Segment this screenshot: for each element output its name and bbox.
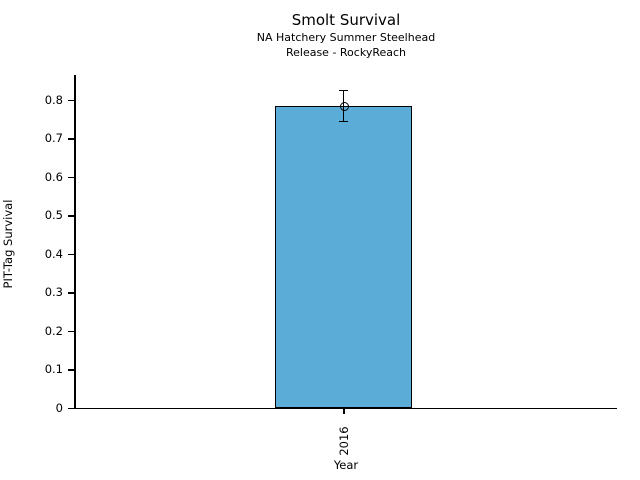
y-tick: [68, 99, 75, 101]
y-tick-label: 0.8: [44, 93, 63, 107]
point-estimate-marker: [339, 101, 349, 111]
y-tick-label: 0.3: [44, 285, 63, 299]
y-tick: [68, 215, 75, 217]
y-tick-label: 0.1: [44, 362, 63, 376]
y-axis-title: PIT-Tag Survival: [1, 199, 15, 289]
y-tick-label: 0.4: [44, 247, 63, 261]
title-block: Smolt Survival NA Hatchery Summer Steelh…: [75, 11, 617, 60]
y-tick-label: 0: [55, 401, 63, 415]
y-tick-label: 0.6: [44, 170, 63, 184]
y-tick: [68, 369, 75, 371]
y-tick: [68, 176, 75, 178]
y-tick-label: 0.5: [44, 208, 63, 222]
chart-subtitle-line2: Release - RockyReach: [285, 46, 407, 59]
error-bar-cap-bottom: [339, 121, 348, 123]
error-bar-cap-top: [339, 89, 348, 91]
x-tick: [343, 408, 345, 414]
y-tick: [68, 138, 75, 140]
chart-title: Smolt Survival: [291, 11, 401, 29]
y-tick: [68, 330, 75, 332]
y-tick: [68, 292, 75, 294]
bar-2016: [275, 106, 412, 408]
y-tick-label: 0.7: [44, 131, 63, 145]
y-tick-label: 0.2: [44, 324, 63, 338]
y-tick: [68, 253, 75, 255]
y-axis-spine: [74, 75, 76, 409]
y-tick: [68, 407, 75, 409]
x-axis-title: Year: [333, 458, 359, 472]
chart-subtitle-line1: NA Hatchery Summer Steelhead: [256, 31, 436, 44]
x-axis-spine: [68, 407, 617, 409]
